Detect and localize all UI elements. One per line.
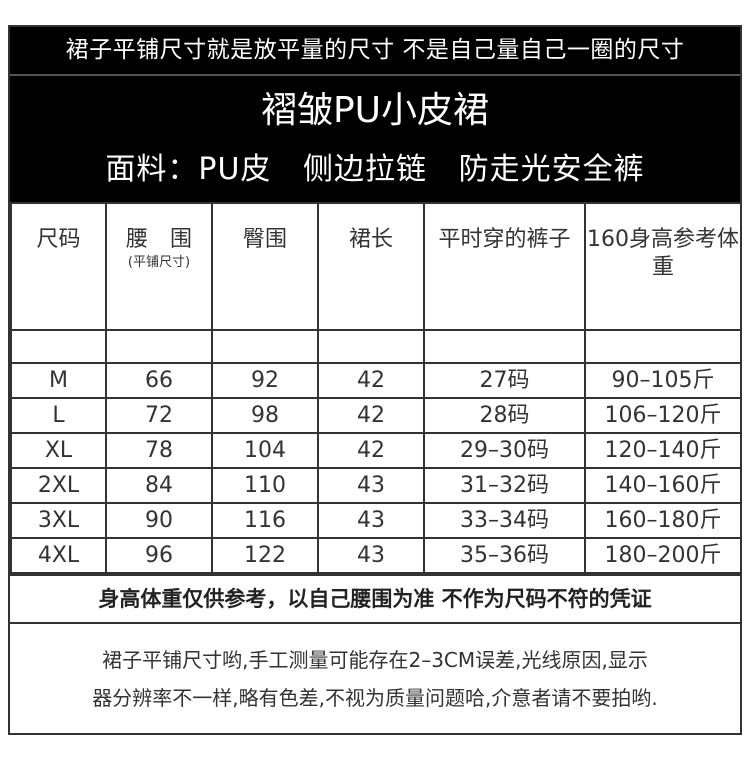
table-cell: 31–32码 bbox=[423, 467, 586, 504]
table-cell: 160–180斤 bbox=[584, 502, 742, 539]
table-cell: 43 bbox=[317, 537, 425, 574]
table-cell: 84 bbox=[105, 467, 213, 504]
table-cell: 42 bbox=[317, 432, 425, 469]
table-cell: 90 bbox=[105, 502, 213, 539]
table-cell: 35–36码 bbox=[423, 537, 586, 574]
table-cell: 104 bbox=[211, 432, 319, 469]
table-cell: 29–30码 bbox=[423, 432, 586, 469]
measurement-notice: 裙子平铺尺寸就是放平量的尺寸 不是自己量自己一圈的尺寸 bbox=[10, 27, 740, 76]
table-cell: 78 bbox=[105, 432, 213, 469]
size-chart: 裙子平铺尺寸就是放平量的尺寸 不是自己量自己一圈的尺寸 褶皱PU小皮裙 面料：P… bbox=[8, 25, 742, 735]
table-cell: 27码 bbox=[423, 362, 586, 399]
table-header-row: 尺码 腰 围 (平铺尺寸) 臀围 裙长 平时穿的裤子 160身高参考体重 bbox=[10, 202, 742, 331]
measurement-remark: 裙子平铺尺寸哟,手工测量可能存在2–3CM误差,光线原因,显示 器分辨率不一样,… bbox=[10, 622, 740, 733]
table-cell: 66 bbox=[105, 362, 213, 399]
table-row: L 72 98 42 28码 106–120斤 bbox=[10, 397, 742, 434]
column-header-label: 腰 围 bbox=[125, 227, 192, 252]
table-cell: XL bbox=[10, 432, 107, 469]
table-row: XL 78 104 42 29–30码 120–140斤 bbox=[10, 432, 742, 469]
table-cell: 106–120斤 bbox=[584, 397, 742, 434]
column-header-sublabel: (平铺尺寸) bbox=[127, 255, 191, 270]
blank-cell bbox=[105, 329, 213, 364]
table-cell: 140–160斤 bbox=[584, 467, 742, 504]
table-cell: 43 bbox=[317, 467, 425, 504]
table-cell: 42 bbox=[317, 362, 425, 399]
column-header: 裙长 bbox=[317, 202, 425, 331]
column-header-label: 160身高参考体重 bbox=[587, 227, 739, 280]
remark-line: 器分辨率不一样,略有色差,不视为质量问题哈,介意者请不要拍哟. bbox=[92, 685, 658, 710]
remark-line: 裙子平铺尺寸哟,手工测量可能存在2–3CM误差,光线原因,显示 bbox=[102, 647, 648, 672]
table-cell: 92 bbox=[211, 362, 319, 399]
table-cell: 4XL bbox=[10, 537, 107, 574]
table-row: M 66 92 42 27码 90–105斤 bbox=[10, 362, 742, 399]
column-header-label: 臀围 bbox=[242, 227, 287, 252]
table-cell: 42 bbox=[317, 397, 425, 434]
blank-cell bbox=[317, 329, 425, 364]
table-cell: 180–200斤 bbox=[584, 537, 742, 574]
table-row: 3XL 90 116 43 33–34码 160–180斤 bbox=[10, 502, 742, 539]
table-cell: 90–105斤 bbox=[584, 362, 742, 399]
header-banner: 裙子平铺尺寸就是放平量的尺寸 不是自己量自己一圈的尺寸 褶皱PU小皮裙 面料：P… bbox=[10, 27, 740, 202]
reference-note: 身高体重仅供参考，以自己腰围为准 不作为尺码不符的凭证 bbox=[10, 574, 740, 622]
column-header: 腰 围 (平铺尺寸) bbox=[105, 202, 213, 331]
blank-row bbox=[10, 329, 742, 364]
blank-cell bbox=[584, 329, 742, 364]
column-header-label: 尺码 bbox=[36, 227, 81, 252]
column-header: 尺码 bbox=[10, 202, 107, 331]
column-header: 臀围 bbox=[211, 202, 319, 331]
table-cell: 116 bbox=[211, 502, 319, 539]
column-header: 160身高参考体重 bbox=[584, 202, 742, 331]
table-cell: 3XL bbox=[10, 502, 107, 539]
blank-cell bbox=[10, 329, 107, 364]
table-cell: 122 bbox=[211, 537, 319, 574]
blank-cell bbox=[211, 329, 319, 364]
size-table: 尺码腰 围 (平铺尺寸) 臀围 裙长 平时穿的裤子 160身高参考体重 M 66 92 42 27… bbox=[10, 202, 742, 574]
table-cell: 28码 bbox=[423, 397, 586, 434]
product-title: 褶皱PU小皮裙 bbox=[260, 90, 490, 131]
table-cell: L bbox=[10, 397, 107, 434]
table-cell: 96 bbox=[105, 537, 213, 574]
table-cell: M bbox=[10, 362, 107, 399]
table-cell: 98 bbox=[211, 397, 319, 434]
table-cell: 110 bbox=[211, 467, 319, 504]
table-cell: 33–34码 bbox=[423, 502, 586, 539]
table-cell: 120–140斤 bbox=[584, 432, 742, 469]
column-header: 平时穿的裤子 bbox=[423, 202, 586, 331]
blank-cell bbox=[423, 329, 586, 364]
table-row: 4XL 96 122 43 35–36码 180–200斤 bbox=[10, 537, 742, 574]
table-cell: 43 bbox=[317, 502, 425, 539]
product-features: 面料：PU皮 侧边拉链 防走光安全裤 bbox=[105, 152, 645, 187]
column-header-label: 裙长 bbox=[348, 227, 393, 252]
table-cell: 2XL bbox=[10, 467, 107, 504]
table-cell: 72 bbox=[105, 397, 213, 434]
table-row: 2XL 84 110 43 31–32码 140–160斤 bbox=[10, 467, 742, 504]
column-header-label: 平时穿的裤子 bbox=[438, 227, 571, 252]
